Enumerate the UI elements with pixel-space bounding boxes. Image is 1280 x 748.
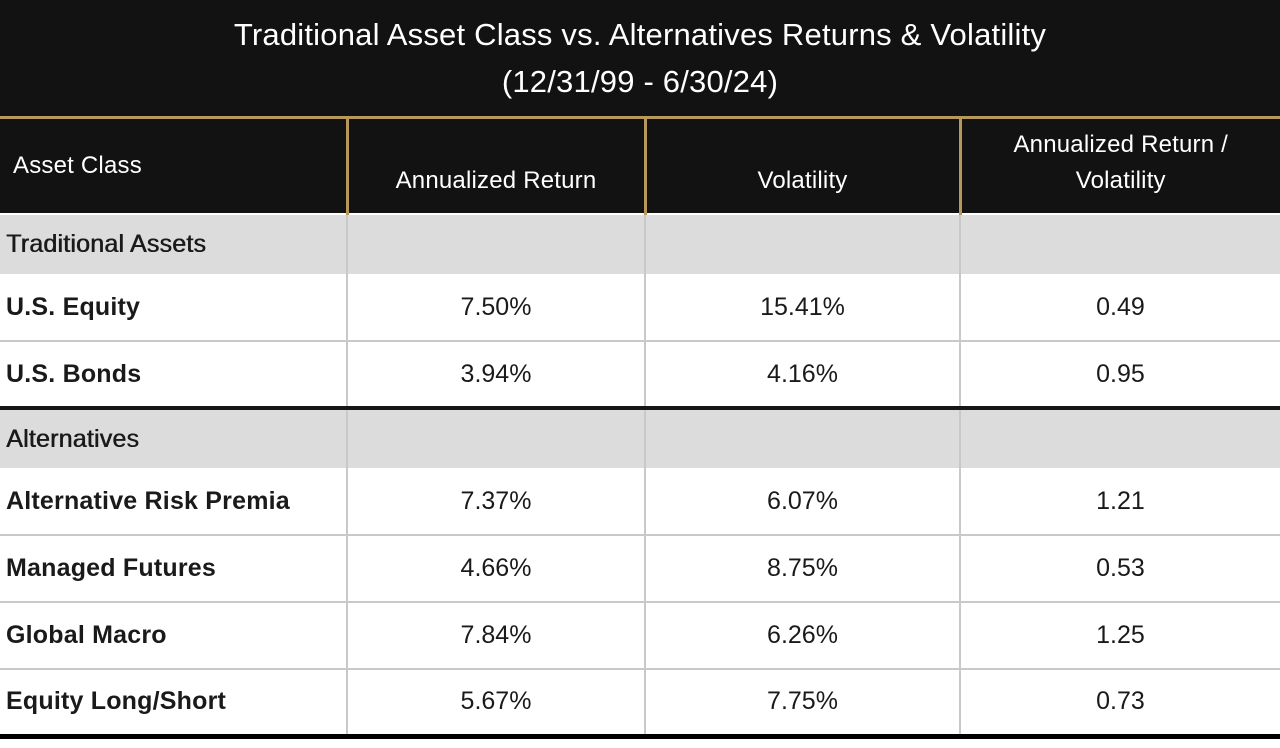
table-row: U.S. Bonds 3.94% 4.16% 0.95 — [0, 341, 1280, 409]
table-row: Managed Futures 4.66% 8.75% 0.53 — [0, 535, 1280, 603]
volatility-value: 4.16% — [644, 341, 960, 409]
asset-name: Equity Long/Short — [0, 669, 347, 739]
section-empty-cell — [959, 214, 1280, 274]
column-header-asset-class: Asset Class — [0, 119, 347, 215]
annualized-return-value: 5.67% — [346, 669, 645, 739]
volatility-value: 6.26% — [644, 602, 960, 670]
return-over-volatility-value: 1.21 — [959, 468, 1280, 536]
table-row: Global Macro 7.84% 6.26% 1.25 — [0, 602, 1280, 670]
table-title: Traditional Asset Class vs. Alternatives… — [233, 17, 1047, 52]
return-over-volatility-value: 1.25 — [959, 602, 1280, 670]
table-header: Asset Class Annualized Return Volatility… — [0, 119, 1280, 215]
returns-volatility-table: Asset Class Annualized Return Volatility… — [0, 119, 1280, 739]
table-row: U.S. Equity 7.50% 15.41% 0.49 — [0, 274, 1280, 342]
annualized-return-value: 4.66% — [346, 535, 645, 603]
annualized-return-value: 7.50% — [346, 274, 645, 342]
asset-name: Alternative Risk Premia — [0, 468, 347, 536]
return-over-volatility-value: 0.49 — [959, 274, 1280, 342]
volatility-value: 6.07% — [644, 468, 960, 536]
column-header-annualized-return: Annualized Return — [345, 119, 645, 215]
return-over-volatility-value: 0.53 — [959, 535, 1280, 603]
section-empty-cell — [644, 406, 960, 468]
section-label: Alternatives — [0, 406, 347, 468]
return-over-volatility-value: 0.73 — [959, 669, 1280, 739]
return-over-volatility-value: 0.95 — [959, 341, 1280, 409]
asset-name: U.S. Bonds — [0, 341, 347, 409]
section-empty-cell — [644, 214, 960, 274]
section-row-alternatives: Alternatives — [0, 406, 1280, 468]
section-row-traditional-assets: Traditional Assets — [0, 214, 1280, 274]
table-date-range: (12/31/99 - 6/30/24) — [501, 64, 779, 99]
annualized-return-value: 3.94% — [346, 341, 645, 409]
asset-name: Managed Futures — [0, 535, 347, 603]
column-header-return-over-volatility: Annualized Return / Volatility — [958, 119, 1280, 215]
table-title-block: Traditional Asset Class vs. Alternatives… — [0, 0, 1280, 119]
asset-name: Global Macro — [0, 602, 347, 670]
table-body: Traditional Assets U.S. Equity 7.50% 15.… — [0, 214, 1280, 739]
section-label: Traditional Assets — [0, 214, 347, 274]
annualized-return-value: 7.37% — [346, 468, 645, 536]
section-empty-cell — [959, 406, 1280, 468]
volatility-value: 8.75% — [644, 535, 960, 603]
section-empty-cell — [346, 214, 645, 274]
table-row: Equity Long/Short 5.67% 7.75% 0.73 — [0, 669, 1280, 739]
table-row: Alternative Risk Premia 7.37% 6.07% 1.21 — [0, 468, 1280, 536]
asset-name: U.S. Equity — [0, 274, 347, 342]
volatility-value: 7.75% — [644, 669, 960, 739]
annualized-return-value: 7.84% — [346, 602, 645, 670]
volatility-value: 15.41% — [644, 274, 960, 342]
header-row: Asset Class Annualized Return Volatility… — [0, 119, 1280, 215]
section-empty-cell — [346, 406, 645, 468]
column-header-volatility: Volatility — [643, 119, 960, 215]
